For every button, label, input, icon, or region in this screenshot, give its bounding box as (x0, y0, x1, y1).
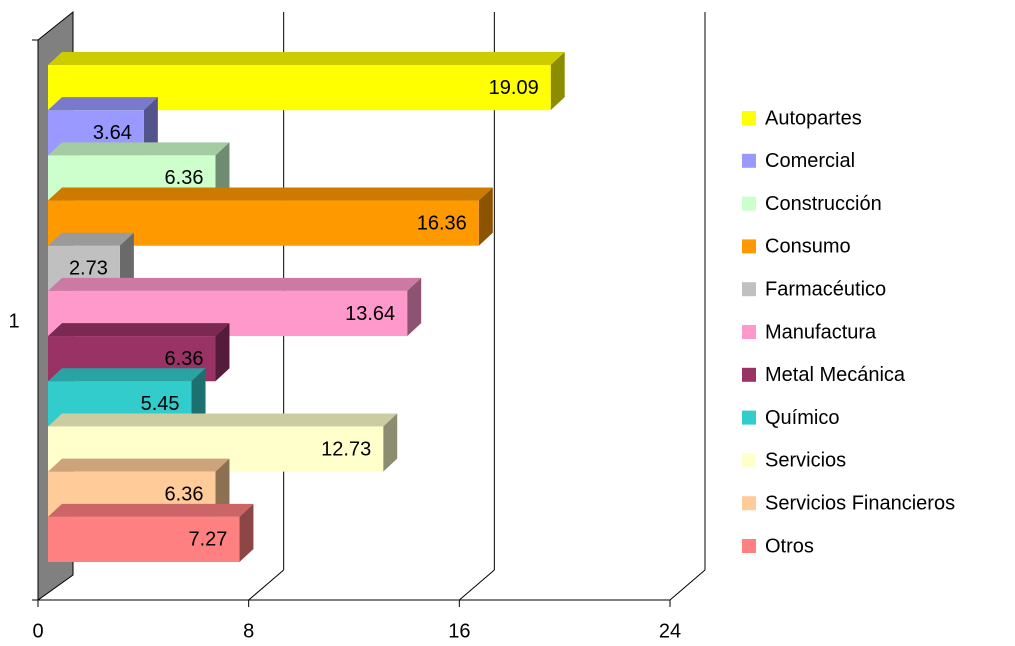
legend-swatch (742, 496, 756, 511)
legend-swatch (742, 239, 756, 254)
bar-top (48, 413, 398, 427)
legend-swatch (742, 196, 756, 211)
bar-side (215, 323, 230, 382)
x-tick-label: 0 (32, 620, 43, 642)
x-tick-label: 24 (659, 620, 681, 642)
data-label: 6.36 (165, 484, 204, 506)
bar-side (215, 142, 230, 201)
data-label: 3.64 (93, 122, 132, 144)
grid-floor-line (459, 569, 495, 601)
x-tick-label: 8 (243, 620, 254, 642)
legend-label: Autopartes (765, 107, 862, 129)
legend-swatch (742, 410, 756, 425)
legend-label: Comercial (765, 150, 855, 172)
category-label: 1 (8, 310, 19, 332)
legend-swatch (742, 153, 756, 168)
legend-label: Farmacéutico (765, 278, 886, 300)
bar-side (550, 52, 565, 111)
bar-top (48, 52, 565, 65)
data-label: 6.36 (165, 167, 204, 189)
bar-top (48, 323, 230, 337)
bar-top (48, 503, 254, 517)
legend-swatch (742, 367, 756, 382)
grid-floor-line (248, 569, 284, 601)
bar-side (191, 368, 206, 427)
bar-top (48, 97, 158, 111)
bar-side (143, 97, 158, 156)
bar-side (119, 232, 134, 291)
bar-top (48, 232, 134, 246)
bar-top (48, 277, 422, 291)
legend-label: Manufactura (765, 321, 877, 343)
bar-top (48, 368, 206, 382)
legend-swatch (742, 539, 756, 553)
legend-swatch (742, 282, 756, 297)
data-label: 7.27 (189, 529, 228, 551)
bar-side (407, 277, 422, 337)
bar-side (215, 458, 230, 517)
bar-side (478, 187, 493, 246)
legend-label: Consumo (765, 236, 851, 258)
data-label: 12.73 (321, 438, 371, 460)
legend-swatch (742, 453, 756, 468)
legend-label: Otros (765, 535, 814, 557)
bar-side (239, 503, 254, 562)
data-label: 13.64 (345, 303, 395, 325)
data-label: 19.09 (489, 77, 539, 99)
legend-label: Metal Mecánica (765, 364, 906, 386)
bar-top (48, 458, 230, 472)
legend-label: Químico (765, 407, 839, 429)
legend-swatch (742, 325, 756, 339)
legend-swatch (742, 111, 756, 125)
data-label: 6.36 (165, 348, 204, 370)
legend-label: Servicios Financieros (765, 492, 955, 514)
x-tick-label: 16 (448, 620, 470, 642)
legend-label: Servicios (765, 450, 846, 472)
data-label: 2.73 (69, 258, 108, 280)
legend-label: Construcción (765, 193, 882, 215)
bar-side (383, 413, 398, 472)
grid-floor-line (669, 569, 706, 601)
bar-top (48, 142, 230, 156)
bar (48, 516, 240, 562)
data-label: 16.36 (417, 212, 467, 234)
data-label: 5.45 (141, 393, 180, 415)
bar-top (48, 187, 493, 201)
